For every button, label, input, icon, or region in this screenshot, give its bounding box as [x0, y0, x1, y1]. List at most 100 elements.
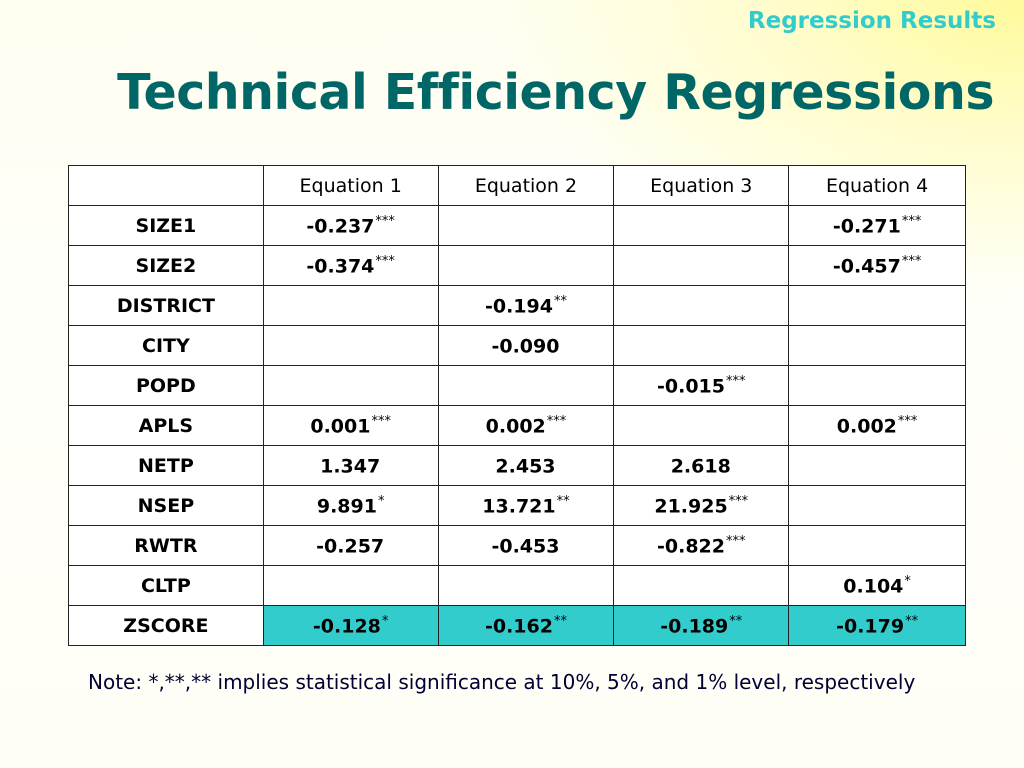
significance-stars: *** — [375, 253, 395, 269]
cell-district-equation-4 — [788, 285, 966, 326]
coefficient-value: -0.237 — [306, 215, 375, 238]
significance-note: Note: *,**,** implies statistical signif… — [88, 670, 916, 694]
coefficient-value: -0.090 — [491, 335, 560, 358]
significance-stars: *** — [726, 373, 746, 389]
table-row-netp: NETP 1.347 2.453 2.618 — [68, 445, 966, 486]
significance-stars: *** — [897, 413, 918, 429]
cell-apls-equation-3 — [613, 405, 790, 446]
cell-city-equation-4 — [788, 325, 966, 366]
table-row-city: CITY -0.090 — [68, 325, 966, 366]
table-row-cltp: CLTP 0.104* — [68, 565, 966, 606]
coefficient-value: 1.347 — [320, 455, 381, 478]
significance-stars: ** — [729, 613, 743, 629]
column-header-equation-1: Equation 1 — [262, 165, 439, 206]
row-label-district: DISTRICT — [68, 285, 264, 326]
cell-cltp-equation-2 — [437, 565, 615, 606]
table-row-rwtr: RWTR -0.257 -0.453 -0.822*** — [68, 525, 966, 566]
row-label-rwtr: RWTR — [68, 525, 264, 566]
table-row-size2: SIZE2 -0.374*** -0.457*** — [68, 245, 966, 286]
significance-stars: *** — [901, 213, 922, 229]
significance-stars: *** — [375, 213, 395, 229]
significance-stars: * — [904, 573, 911, 589]
coefficient-value: 0.001 — [310, 415, 371, 438]
cell-rwtr-equation-1: -0.257 — [262, 525, 439, 566]
cell-popd-equation-1 — [262, 365, 439, 406]
row-label-cltp: CLTP — [68, 565, 264, 606]
column-header-equation-3: Equation 3 — [613, 165, 790, 206]
cell-apls-equation-1: 0.001*** — [262, 405, 439, 446]
significance-stars: ** — [553, 613, 567, 629]
cell-cltp-equation-4: 0.104* — [788, 565, 966, 606]
table-row-district: DISTRICT -0.194** — [68, 285, 966, 326]
cell-apls-equation-4: 0.002*** — [788, 405, 966, 446]
cell-city-equation-1 — [262, 325, 439, 366]
coefficient-value: 2.453 — [495, 455, 556, 478]
coefficient-value: 9.891 — [316, 495, 377, 518]
cell-zscore-equation-2: -0.162** — [437, 605, 615, 646]
cell-district-equation-2: -0.194** — [437, 285, 615, 326]
coefficient-value: -0.162 — [484, 615, 553, 638]
coefficient-value: -0.257 — [316, 535, 385, 558]
row-label-size1: SIZE1 — [68, 205, 264, 246]
cell-city-equation-3 — [613, 325, 790, 366]
significance-stars: * — [381, 613, 389, 629]
significance-stars: *** — [728, 493, 749, 509]
cell-popd-equation-2 — [437, 365, 615, 406]
row-label-netp: NETP — [68, 445, 264, 486]
cell-cltp-equation-1 — [262, 565, 439, 606]
significance-stars: * — [377, 493, 385, 509]
cell-nsep-equation-4 — [788, 485, 966, 526]
significance-stars: ** — [553, 293, 567, 309]
significance-stars: ** — [905, 613, 919, 629]
cell-netp-equation-1: 1.347 — [262, 445, 439, 486]
section-label: Regression Results — [747, 8, 996, 34]
significance-stars: *** — [546, 413, 567, 429]
coefficient-value: 21.925 — [654, 495, 728, 518]
coefficient-value: -0.194 — [484, 295, 553, 318]
significance-stars: ** — [556, 493, 570, 509]
cell-city-equation-2: -0.090 — [437, 325, 615, 366]
row-label-apls: APLS — [68, 405, 264, 446]
cell-nsep-equation-2: 13.721** — [437, 485, 615, 526]
row-label-popd: POPD — [68, 365, 264, 406]
table-row-size1: SIZE1 -0.237*** -0.271*** — [68, 205, 966, 246]
row-label-zscore: ZSCORE — [68, 605, 264, 646]
cell-size2-equation-2 — [437, 245, 615, 286]
coefficient-value: 2.618 — [670, 455, 731, 478]
regression-table-body: Equation 1 Equation 2 Equation 3 Equatio… — [68, 165, 966, 646]
row-label-city: CITY — [68, 325, 264, 366]
row-label-nsep: NSEP — [68, 485, 264, 526]
cell-apls-equation-2: 0.002*** — [437, 405, 615, 446]
cell-district-equation-1 — [262, 285, 439, 326]
cell-size1-equation-3 — [613, 205, 790, 246]
regression-table: Equation 1 Equation 2 Equation 3 Equatio… — [68, 165, 966, 646]
cell-size1-equation-4: -0.271*** — [788, 205, 966, 246]
coefficient-value: 0.002 — [836, 415, 897, 438]
coefficient-value: -0.374 — [306, 255, 375, 278]
column-header-blank — [68, 165, 264, 206]
cell-zscore-equation-3: -0.189** — [613, 605, 790, 646]
column-header-equation-4: Equation 4 — [788, 165, 966, 206]
cell-size1-equation-1: -0.237*** — [262, 205, 439, 246]
cell-popd-equation-4 — [788, 365, 966, 406]
table-header-row: Equation 1 Equation 2 Equation 3 Equatio… — [68, 165, 966, 206]
table-row-nsep: NSEP 9.891* 13.721** 21.925*** — [68, 485, 966, 526]
coefficient-value: 13.721 — [482, 495, 556, 518]
significance-stars: *** — [371, 413, 391, 429]
significance-stars: *** — [901, 253, 922, 269]
significance-stars: *** — [726, 533, 746, 549]
coefficient-value: -0.822 — [657, 535, 725, 558]
coefficient-value: 0.002 — [485, 415, 546, 438]
cell-nsep-equation-1: 9.891* — [262, 485, 439, 526]
table-row-apls: APLS 0.001*** 0.002*** 0.002*** — [68, 405, 966, 446]
cell-netp-equation-3: 2.618 — [613, 445, 790, 486]
cell-size2-equation-1: -0.374*** — [262, 245, 439, 286]
cell-netp-equation-4 — [788, 445, 966, 486]
cell-rwtr-equation-3: -0.822*** — [613, 525, 790, 566]
cell-popd-equation-3: -0.015*** — [613, 365, 790, 406]
cell-size2-equation-4: -0.457*** — [788, 245, 966, 286]
row-label-size2: SIZE2 — [68, 245, 264, 286]
cell-netp-equation-2: 2.453 — [437, 445, 615, 486]
coefficient-value: -0.189 — [660, 615, 729, 638]
cell-rwtr-equation-2: -0.453 — [437, 525, 615, 566]
